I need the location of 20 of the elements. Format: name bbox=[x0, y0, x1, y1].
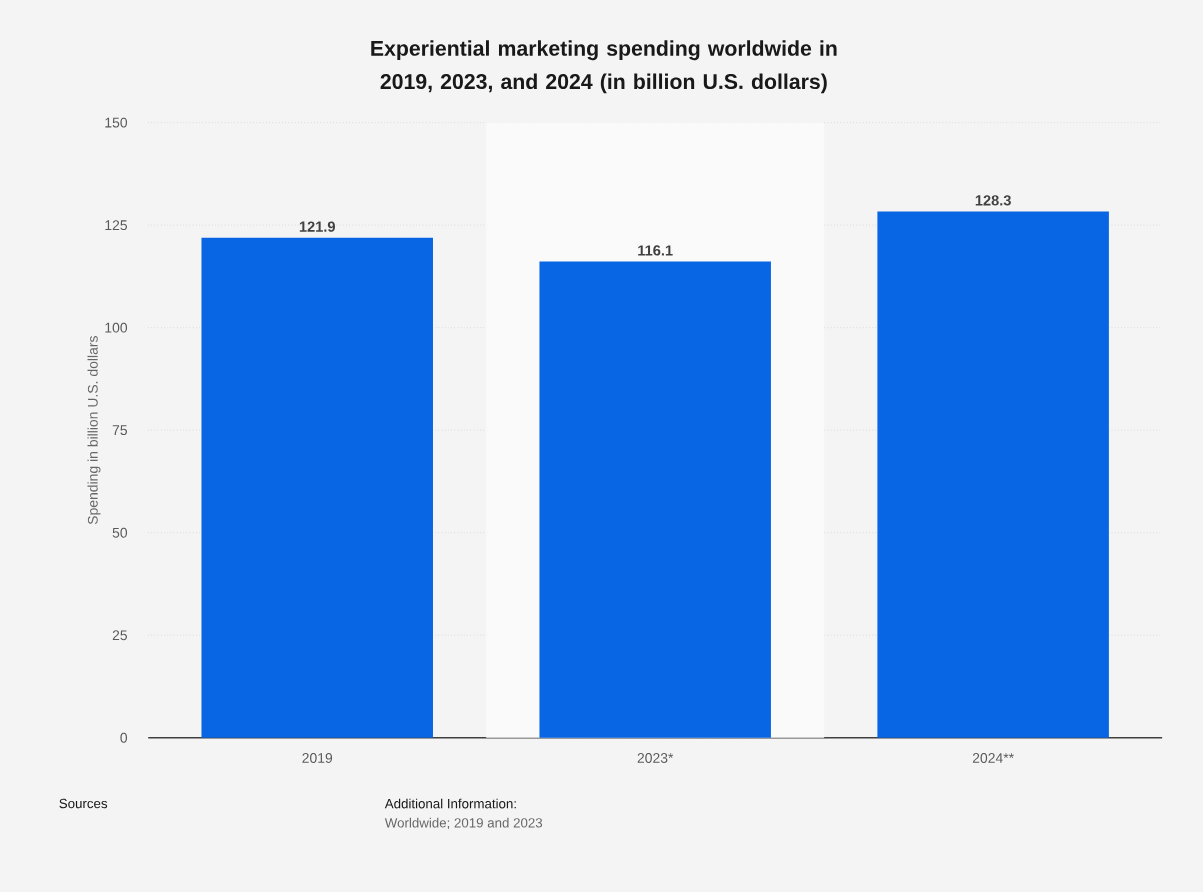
text: Sources bbox=[59, 798, 108, 809]
text: Additional Information: bbox=[384, 798, 516, 809]
x-tick-label: 2024** bbox=[972, 752, 1014, 763]
x-tick-label: 2023* bbox=[637, 752, 674, 763]
y-axis-title: Spending in billion U.S. dollars bbox=[87, 335, 101, 525]
y-tick-label: 0 bbox=[120, 732, 128, 743]
y-tick-label: 75 bbox=[112, 425, 128, 435]
bar bbox=[201, 237, 433, 738]
y-tick-label: 150 bbox=[105, 117, 128, 128]
y-tick-label: 100 bbox=[105, 322, 128, 333]
data-label: 128.3 bbox=[975, 195, 1011, 206]
y-tick-label: 50 bbox=[112, 527, 128, 538]
data-label: 121.9 bbox=[299, 221, 335, 232]
y-tick-label: 125 bbox=[105, 220, 128, 230]
bar bbox=[877, 211, 1109, 738]
chart-title: Experiential marketing spending worldwide in 2019, 2023, and 2024 (in billion U.S. dollars) bbox=[371, 40, 837, 94]
data-label: 116.1 bbox=[638, 245, 673, 256]
y-tick-label: 25 bbox=[112, 630, 128, 641]
x-tick-label: 2019 bbox=[302, 752, 333, 763]
text: Worldwide; 2019 and 2023 bbox=[384, 817, 543, 830]
